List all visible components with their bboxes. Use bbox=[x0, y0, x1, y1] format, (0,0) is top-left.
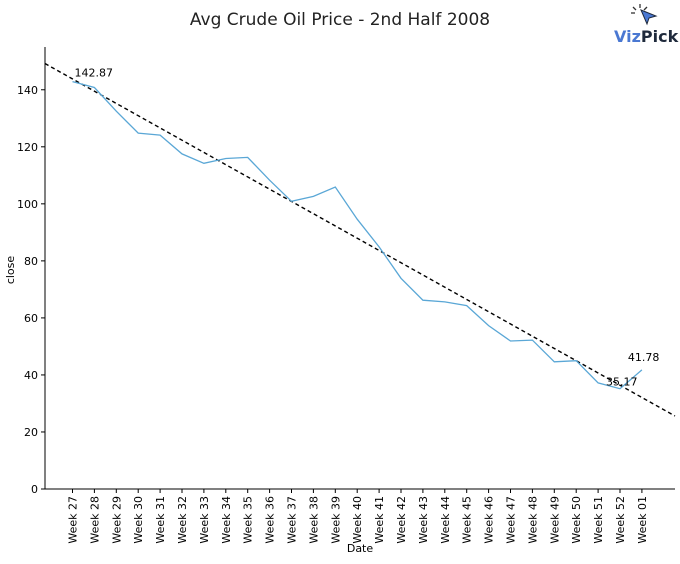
x-tick-label: Week 36 bbox=[264, 496, 277, 544]
x-tick-label: Week 37 bbox=[286, 496, 299, 544]
logo-text-viz: Viz bbox=[614, 27, 641, 46]
y-tick-label: 0 bbox=[31, 483, 38, 496]
y-tick-label: 20 bbox=[24, 426, 38, 439]
x-tick-label: Week 45 bbox=[461, 496, 474, 544]
data-label: 142.87 bbox=[75, 67, 114, 80]
x-tick-label: Week 41 bbox=[373, 496, 386, 544]
plot-area bbox=[44, 62, 676, 417]
x-tick-label: Week 29 bbox=[110, 496, 123, 544]
x-tick-label: Week 01 bbox=[636, 496, 649, 544]
y-tick-label: 120 bbox=[17, 141, 38, 154]
x-axis-label: Date bbox=[347, 542, 374, 555]
y-tick-label: 80 bbox=[24, 255, 38, 268]
x-tick-label: Week 42 bbox=[395, 496, 408, 544]
x-tick-label: Week 47 bbox=[505, 496, 518, 544]
x-tick-label: Week 46 bbox=[483, 496, 496, 544]
series-line bbox=[72, 80, 643, 390]
x-tick-label: Week 28 bbox=[88, 496, 101, 544]
vizpick-logo: VizPick bbox=[614, 4, 679, 46]
chart-title: Avg Crude Oil Price - 2nd Half 2008 bbox=[190, 10, 490, 30]
x-tick-label: Week 38 bbox=[307, 496, 320, 544]
axes bbox=[44, 47, 675, 490]
annotations: 142.87 35.17 41.78 bbox=[75, 67, 660, 389]
x-tick-label: Week 39 bbox=[329, 496, 342, 544]
svg-text:VizPick: VizPick bbox=[614, 27, 679, 46]
x-tick-label: Week 48 bbox=[526, 496, 539, 544]
x-tick-label: Week 31 bbox=[154, 496, 167, 544]
x-tick-label: Week 40 bbox=[351, 496, 364, 544]
x-tick-label: Week 30 bbox=[132, 496, 145, 544]
x-tick-label: Week 49 bbox=[548, 496, 561, 544]
sparkle-icon bbox=[631, 4, 658, 26]
logo-text-pick: Pick bbox=[641, 27, 679, 46]
x-tick-label: Week 52 bbox=[614, 496, 627, 544]
x-tick-label: Week 35 bbox=[242, 496, 255, 544]
x-tick-label: Week 34 bbox=[220, 496, 233, 544]
x-tick-label: Week 32 bbox=[176, 496, 189, 544]
y-axis-label: close bbox=[4, 256, 17, 285]
x-tick-label: Week 51 bbox=[592, 496, 605, 544]
data-label: 35.17 bbox=[606, 376, 638, 389]
x-tick-label: Week 44 bbox=[439, 496, 452, 544]
y-tick-label: 40 bbox=[24, 369, 38, 382]
x-tick-label: Week 50 bbox=[570, 496, 583, 544]
trendline bbox=[44, 62, 676, 417]
y-axis-ticks: 0 20 40 60 80 100 120 140 bbox=[17, 84, 45, 496]
y-tick-label: 60 bbox=[24, 312, 38, 325]
y-tick-label: 100 bbox=[17, 198, 38, 211]
data-label: 41.78 bbox=[628, 351, 660, 364]
x-axis-ticks: Week 27 Week 28 Week 29 Week 30 Week 31 Week … bbox=[67, 489, 649, 544]
x-tick-label: Week 27 bbox=[67, 496, 80, 544]
x-tick-label: Week 43 bbox=[417, 496, 430, 544]
x-tick-label: Week 33 bbox=[198, 496, 211, 544]
y-tick-label: 140 bbox=[17, 84, 38, 97]
